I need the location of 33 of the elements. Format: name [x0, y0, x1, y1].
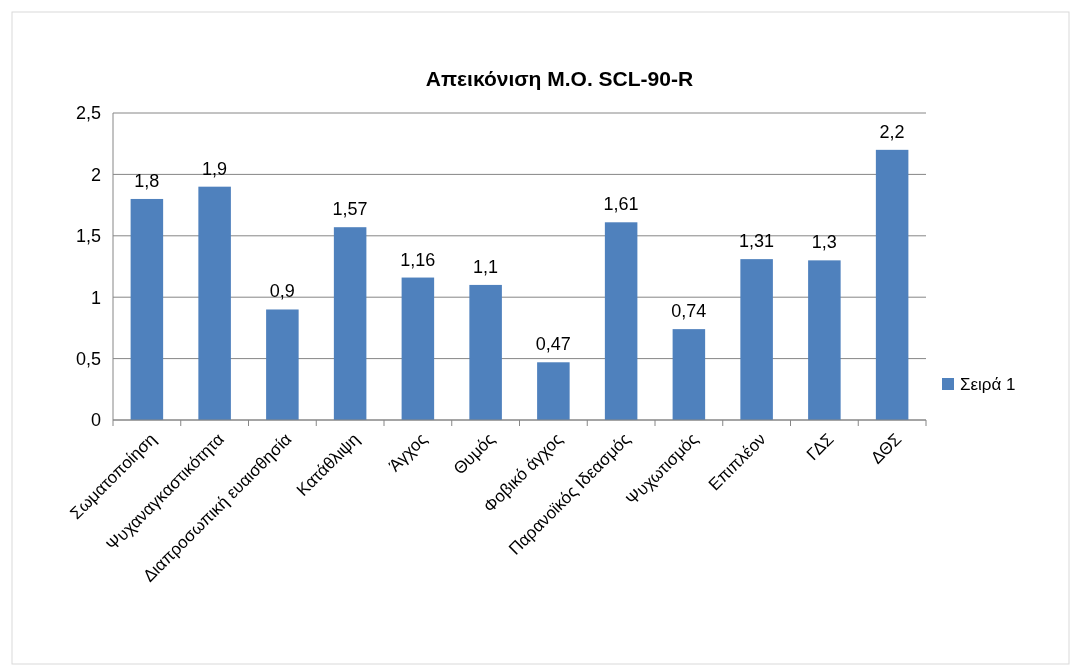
data-label: 1,16 [400, 249, 436, 270]
y-tick-label: 0,5 [75, 348, 101, 369]
bar [469, 284, 502, 420]
bar [198, 186, 231, 420]
legend-label: Σειρά 1 [960, 374, 1016, 394]
bar [875, 149, 909, 420]
bar [333, 227, 367, 420]
bar [672, 329, 706, 420]
bar [604, 222, 638, 420]
data-label: 1,31 [739, 231, 775, 252]
bar [266, 309, 299, 420]
data-label: 1,8 [134, 170, 160, 191]
data-label: 1,9 [202, 158, 228, 179]
bar [740, 259, 773, 420]
bar [130, 198, 164, 420]
y-tick-label: 1,5 [75, 226, 101, 247]
y-tick-label: 2,5 [75, 103, 101, 124]
data-label: 0,47 [535, 334, 571, 355]
data-label: 0,9 [269, 281, 295, 302]
data-label: 1,1 [473, 256, 499, 277]
y-tick-label: 1 [90, 287, 101, 308]
bar [808, 260, 841, 420]
data-label: 2,2 [879, 121, 905, 142]
bar [537, 362, 570, 420]
bar [401, 277, 435, 420]
y-tick-label: 0 [90, 410, 101, 431]
data-label: 1,61 [603, 194, 639, 215]
x-tick-label: ΓΔΣ [802, 429, 838, 465]
data-label: 0,74 [671, 301, 707, 322]
y-tick-label: 2 [90, 164, 101, 185]
data-label: 1,3 [811, 232, 837, 253]
data-label: 1,57 [332, 199, 368, 220]
chart-title: Απεικόνιση Μ.Ο. SCL-90-R [425, 67, 694, 90]
